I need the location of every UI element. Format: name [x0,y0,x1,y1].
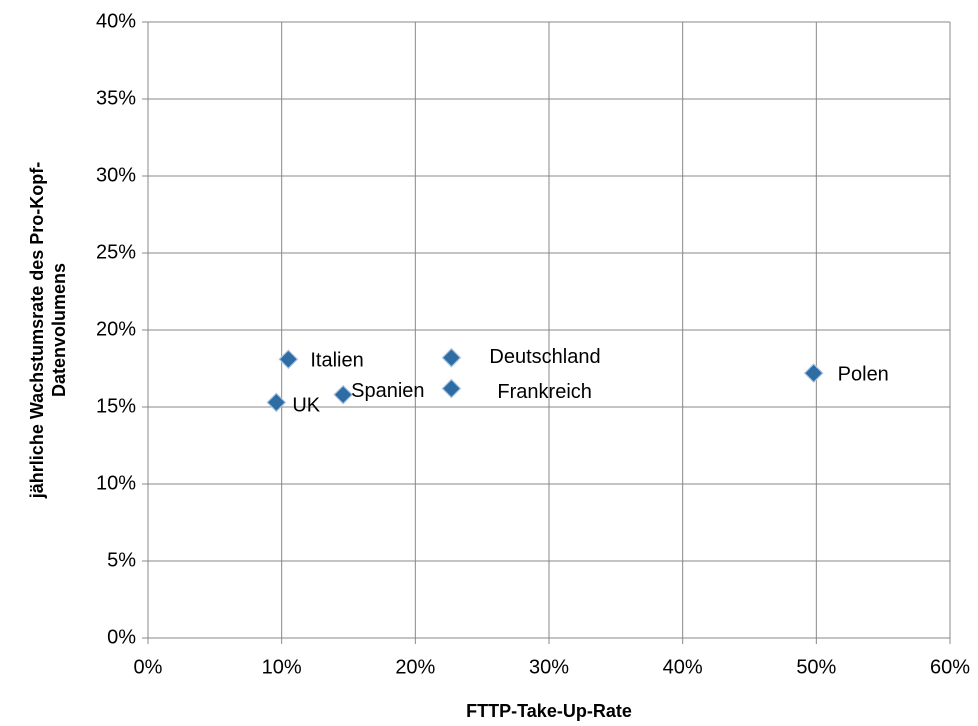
point-label: Polen [838,363,889,385]
y-tick-label: 35% [96,87,136,109]
x-tick-label: 20% [395,656,435,678]
x-tick-label: 40% [663,656,703,678]
x-tick-label: 30% [529,656,569,678]
marker [803,363,824,383]
y-tick-label: 30% [96,164,136,186]
y-tick-label: 40% [96,10,136,32]
x-tick-label: 0% [134,656,163,678]
point-label: Spanien [351,380,424,402]
y-axis-title: jährliche Wachstumsrate des Pro-Kopf- Da… [27,162,69,499]
y-tick-label: 15% [96,395,136,417]
x-tick-label: 60% [930,656,970,678]
y-axis-title-line: Datenvolumens [49,263,69,397]
y-tick-label: 20% [96,318,136,340]
marker [441,347,462,368]
point-label: Deutschland [489,346,600,368]
y-tick-label: 10% [96,472,136,494]
x-tick-label: 10% [262,656,302,678]
y-tick-label: 5% [107,549,136,571]
y-axis-title-line: jährliche Wachstumsrate des Pro-Kopf- [27,162,47,499]
point-label: Frankreich [497,381,591,403]
marker [333,384,354,405]
y-tick-label: 0% [107,626,136,648]
x-axis-title: FTTP-Take-Up-Rate [466,701,632,721]
marker [266,392,287,413]
marker [441,378,462,399]
point-label: Italien [310,350,363,372]
x-tick-label: 50% [796,656,836,678]
marker [278,349,299,370]
point-label: UK [292,395,320,417]
y-tick-label: 25% [96,241,136,263]
